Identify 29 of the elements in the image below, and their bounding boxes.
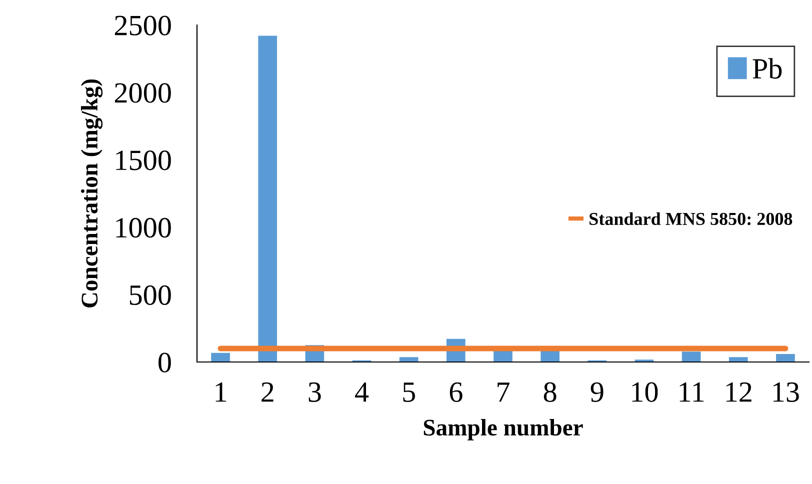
x-tick-label: 4 — [355, 382, 369, 402]
y-axis-title: Concentration (mg/kg) — [80, 79, 103, 308]
x-tick-label: 2 — [262, 382, 274, 402]
x-tick-label: 8 — [544, 382, 556, 402]
x-tick-label: 5 — [403, 382, 415, 402]
bar — [728, 357, 748, 362]
y-tick-label: 1500 — [116, 150, 171, 170]
x-tick-label: 7 — [498, 382, 510, 402]
x-tick-label: 10 — [632, 382, 658, 402]
y-tick-label: 1000 — [116, 218, 171, 238]
y-tick-label: 2000 — [114, 83, 171, 103]
y-tick-label: 500 — [130, 285, 171, 306]
x-tick-label: 11 — [680, 382, 704, 402]
bar — [258, 36, 278, 362]
x-tick-label: 6 — [450, 382, 462, 402]
y-tick-label: 0 — [158, 352, 171, 372]
bar — [682, 352, 701, 362]
bar — [776, 354, 795, 362]
x-tick-label: 13 — [773, 382, 799, 402]
x-tick-label: 9 — [590, 382, 604, 402]
x-axis-title: Sample number — [424, 419, 583, 440]
y-tick-label: 2500 — [114, 16, 171, 36]
legend-label: Pb — [752, 58, 782, 79]
x-tick-label: 3 — [308, 382, 321, 402]
x-tick-label: 12 — [726, 382, 752, 402]
x-tick-label: 1 — [216, 382, 226, 402]
legend-label: Standard MNS 5850: 2008 — [590, 212, 792, 226]
bar — [211, 352, 230, 362]
bar — [399, 357, 418, 362]
